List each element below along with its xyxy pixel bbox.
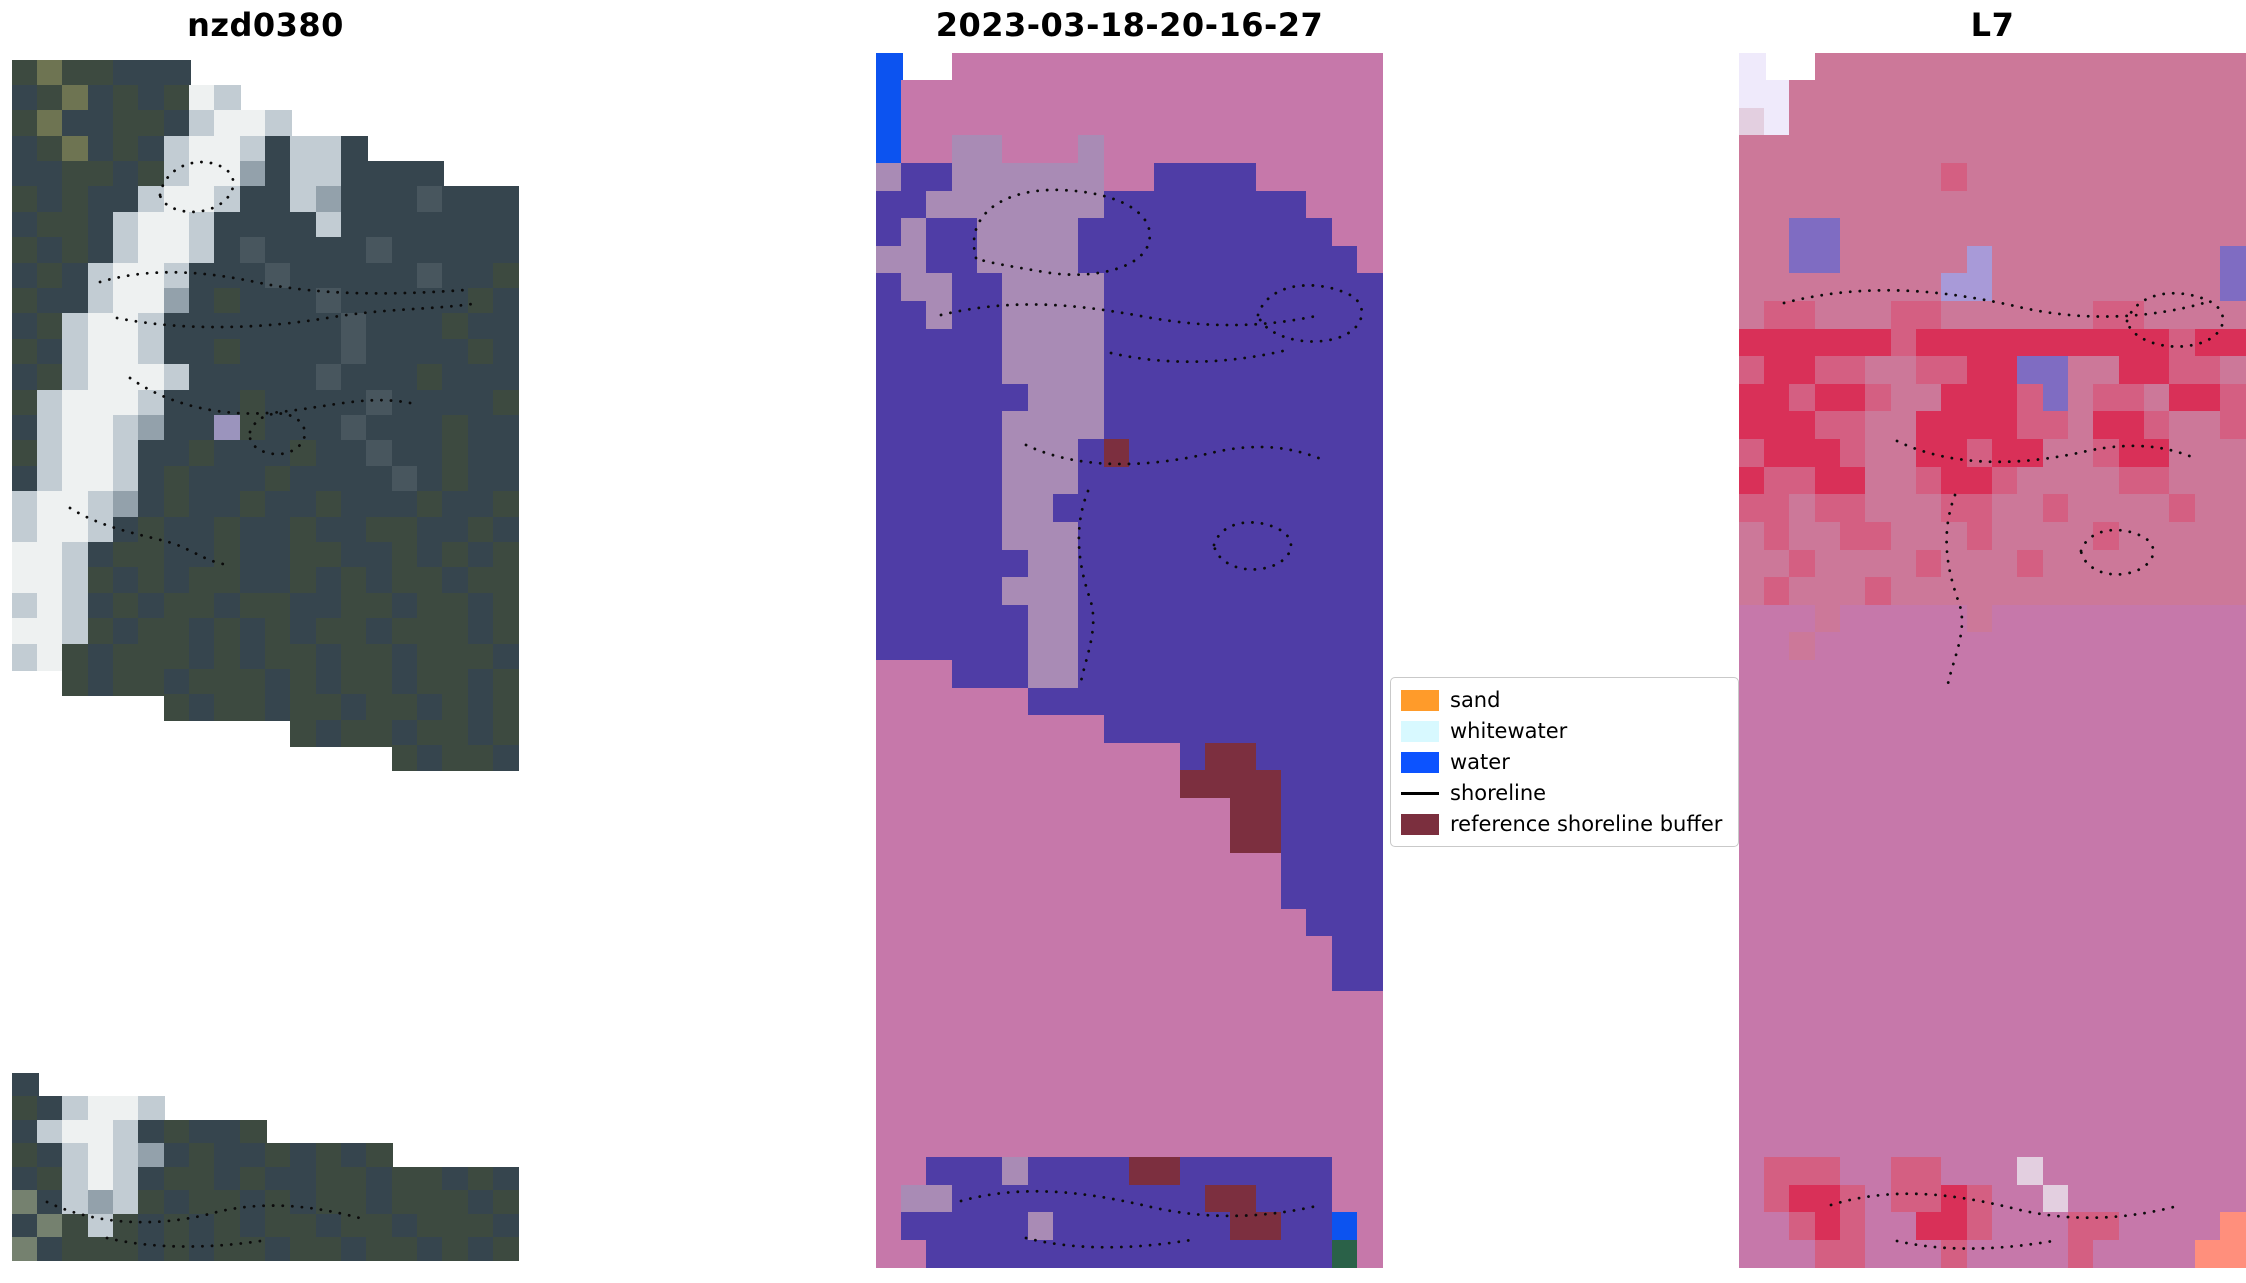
legend-label: water (1450, 750, 1510, 774)
legend-label: reference shoreline buffer (1450, 812, 1723, 836)
panel-title-date: 2023-03-18-20-16-27 (935, 6, 1324, 44)
legend-item-water: water (1401, 749, 1722, 775)
legend: sand whitewater water shoreline referenc… (1390, 677, 1740, 847)
legend-item-whitewater: whitewater (1401, 718, 1722, 744)
panel-title-site: nzd0380 (187, 6, 344, 44)
panel-title-sensor: L7 (1970, 6, 2015, 44)
l7-image (1739, 53, 2246, 1268)
reference-buffer-swatch (1401, 813, 1439, 835)
legend-item-shoreline: shoreline (1401, 780, 1722, 806)
shoreline-line-swatch (1401, 791, 1439, 795)
legend-item-reference-buffer: reference shoreline buffer (1401, 811, 1722, 837)
legend-item-sand: sand (1401, 687, 1722, 713)
legend-label: sand (1450, 688, 1501, 712)
legend-label: whitewater (1450, 719, 1568, 743)
rgb-image-main (12, 60, 519, 771)
whitewater-swatch (1401, 720, 1439, 742)
sand-swatch (1401, 689, 1439, 711)
classified-image (876, 53, 1383, 1268)
water-swatch (1401, 751, 1439, 773)
rgb-image-strip (12, 1073, 519, 1261)
legend-label: shoreline (1450, 781, 1547, 805)
